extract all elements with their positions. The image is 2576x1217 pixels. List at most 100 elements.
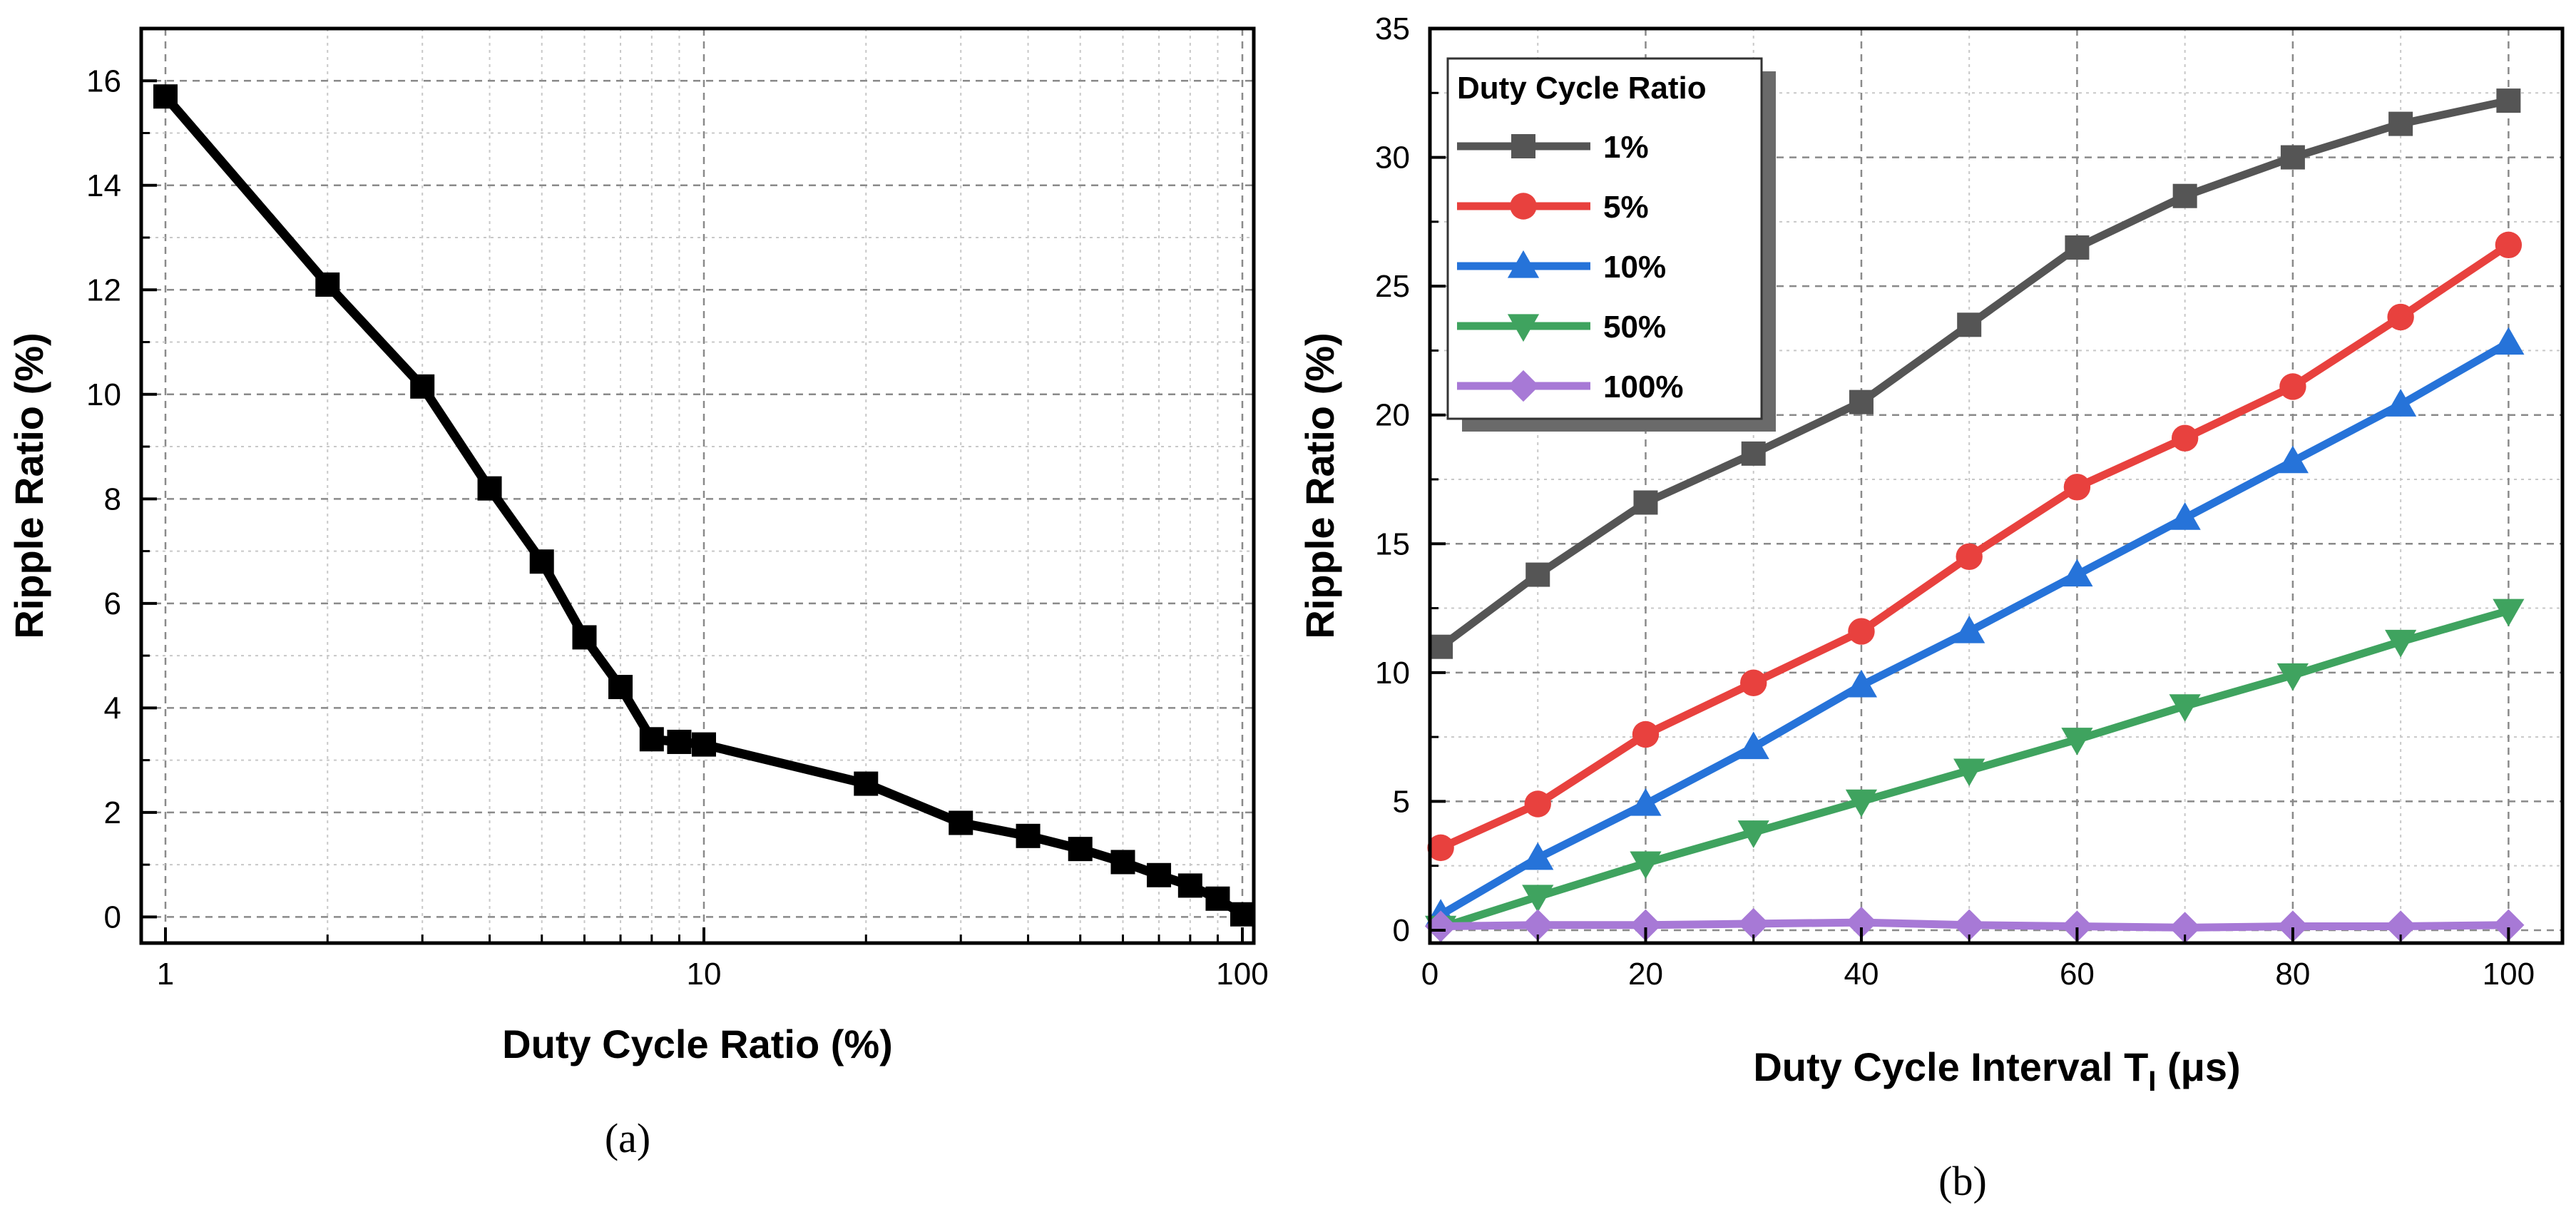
chart-a-y-tick-label: 16: [86, 63, 121, 98]
chart-b-data-point-0: [2280, 145, 2305, 170]
chart-b-data-point-0: [1525, 562, 1550, 587]
chart-b-x-tick-label: 100: [2483, 957, 2535, 992]
chart-a-data-point: [1147, 862, 1172, 887]
chart-b-legend-title: Duty Cycle Ratio: [1457, 71, 1707, 106]
chart-b-data-point-2: [1737, 731, 1769, 760]
chart-b-data-point-4: [1953, 909, 1985, 941]
chart-a-x-tick-label: 1: [157, 957, 174, 992]
chart-b-data-point-0: [1849, 389, 1874, 414]
chart-a-x-tick-label: 100: [1216, 957, 1268, 992]
chart-b-data-point-1: [2063, 474, 2091, 501]
chart-b-legend-marker-3: [1507, 314, 1540, 342]
chart-b-data-point-0: [1741, 441, 1766, 466]
chart-a-data-point: [1068, 837, 1093, 862]
chart-a-data-point: [1177, 873, 1202, 898]
chart-b-x-axis-title-subscript: I: [2148, 1066, 2156, 1097]
chart-a-data-point: [639, 727, 664, 752]
chart-b-x-tick-label: 60: [2060, 957, 2095, 992]
chart-b-y-tick-label: 30: [1375, 141, 1410, 175]
chart-b-data-point-0: [2172, 183, 2197, 208]
chart-a-y-tick-label: 2: [104, 795, 121, 830]
chart-b-data-point-1: [2495, 231, 2523, 259]
chart-b-data-point-1: [2171, 424, 2199, 452]
chart-b-data-point-4: [1737, 907, 1769, 940]
chart-b-y-tick-label: 10: [1375, 656, 1410, 691]
chart-b-x-axis-title-unit: (μs): [2156, 1044, 2240, 1089]
chart-b-series: [1425, 88, 2525, 944]
chart-a-y-tick-label: 8: [104, 482, 121, 516]
chart-a-y-tick-label: 12: [86, 273, 121, 307]
chart-b-x-axis-title: Duty Cycle Interval TI (μs): [1753, 1044, 2240, 1097]
chart-b-data-point-3: [2169, 694, 2201, 722]
chart-b-y-axis-title: Ripple Ratio (%): [1297, 332, 1342, 638]
chart-a: 1 10 100 0 2 4 6 8 10 12 14 16 Duty Cycle Ratio (%)…: [6, 26, 1269, 1161]
chart-a-data-point: [477, 476, 502, 501]
chart-b-data-point-0: [1957, 312, 1982, 337]
chart-a-y-tick-label: 6: [104, 586, 121, 621]
chart-b-y-tick-label: 25: [1375, 269, 1410, 304]
chart-b-data-point-4: [2493, 909, 2525, 941]
chart-b-panel-label: (b): [1938, 1158, 1987, 1204]
chart-a-y-axis-title: Ripple Ratio (%): [6, 332, 51, 638]
chart-b-legend-items: 1% 5% 10% 50% 100%: [1457, 130, 1684, 404]
chart-b-legend-box: [1446, 57, 1763, 420]
chart-b-data-point-3: [1630, 851, 1662, 880]
chart-a-data-point: [667, 729, 692, 754]
chart-b-x-tick-label: 80: [2275, 957, 2310, 992]
chart-b-legend: Duty Cycle Ratio 1% 5% 10% 50% 100%: [1446, 57, 1776, 432]
chart-a-data-point: [1016, 823, 1041, 848]
chart-a-panel-label: (a): [605, 1115, 650, 1161]
chart-b-data-point-1: [1524, 790, 1551, 818]
chart-b-data-point-3: [1953, 758, 1985, 787]
chart-b-data-point-2: [2061, 559, 2093, 587]
chart-a-data-point: [949, 810, 973, 835]
chart-b-data-point-3: [1737, 820, 1769, 848]
chart-b-data-point-3: [2493, 599, 2525, 627]
chart-b-data-point-0: [2388, 111, 2413, 136]
chart-a-data-point: [692, 732, 716, 757]
chart-b-data-point-1: [1427, 834, 1454, 862]
chart-b-data-point-3: [2385, 629, 2417, 658]
chart-b-data-point-2: [2169, 502, 2201, 530]
chart-b-data-point-4: [1845, 907, 1878, 939]
chart-b-data-point-4: [2385, 910, 2417, 942]
chart-a-data-point: [608, 675, 633, 700]
chart-b-x-tick-label: 0: [1421, 957, 1438, 992]
chart-a-series: [153, 84, 1254, 927]
chart-b-y-tick-label: 35: [1375, 11, 1410, 46]
chart-b-x-tick-label: 40: [1844, 957, 1879, 992]
chart-b-x-tick-label: 20: [1628, 957, 1663, 992]
chart-b-legend-label-3: 50%: [1603, 310, 1666, 345]
chart-a-data-point: [529, 549, 554, 574]
chart-b-legend-label-0: 1%: [1603, 130, 1649, 165]
chart-a-y-tick-label: 0: [104, 900, 121, 935]
chart-b-legend-marker-1: [1510, 193, 1537, 220]
chart-b-data-point-3: [2276, 663, 2309, 691]
chart-b-plot-frame: [1428, 26, 2565, 945]
chart-b-data-point-4: [1425, 910, 1457, 942]
chart-b-y-tick-label: 15: [1375, 526, 1410, 561]
chart-b-data-point-1: [1740, 669, 1767, 696]
chart-b-y-tick-label: 20: [1375, 398, 1410, 433]
chart-a-axes: 1 10 100 0 2 4 6 8 10 12 14 16: [86, 27, 1269, 992]
chart-b-data-point-1: [1632, 720, 1660, 748]
chart-b-data-point-0: [1428, 634, 1453, 659]
chart-b-data-point-1: [1848, 618, 1875, 645]
chart-b-data-point-1: [2387, 303, 2414, 331]
chart-b-data-point-3: [1845, 789, 1878, 818]
chart-b-data-point-2: [2276, 445, 2309, 474]
chart-b-data-point-2: [1522, 842, 1554, 870]
chart-b-data-point-4: [2276, 910, 2309, 942]
chart-b-legend-marker-4: [1507, 370, 1540, 402]
chart-b-data-point-4: [1522, 909, 1554, 941]
chart-b-y-tick-label: 5: [1393, 784, 1410, 819]
chart-b-legend-label-2: 10%: [1603, 250, 1666, 285]
chart-a-y-tick-label: 10: [86, 377, 121, 412]
chart-b-data-point-0: [1633, 490, 1658, 515]
chart-a-x-axis-title: Duty Cycle Ratio (%): [502, 1022, 893, 1066]
chart-a-data-point: [410, 374, 435, 399]
chart-a-data-point: [1205, 886, 1230, 911]
chart-b-data-point-2: [1845, 669, 1878, 698]
chart-b-data-point-1: [2279, 373, 2306, 400]
